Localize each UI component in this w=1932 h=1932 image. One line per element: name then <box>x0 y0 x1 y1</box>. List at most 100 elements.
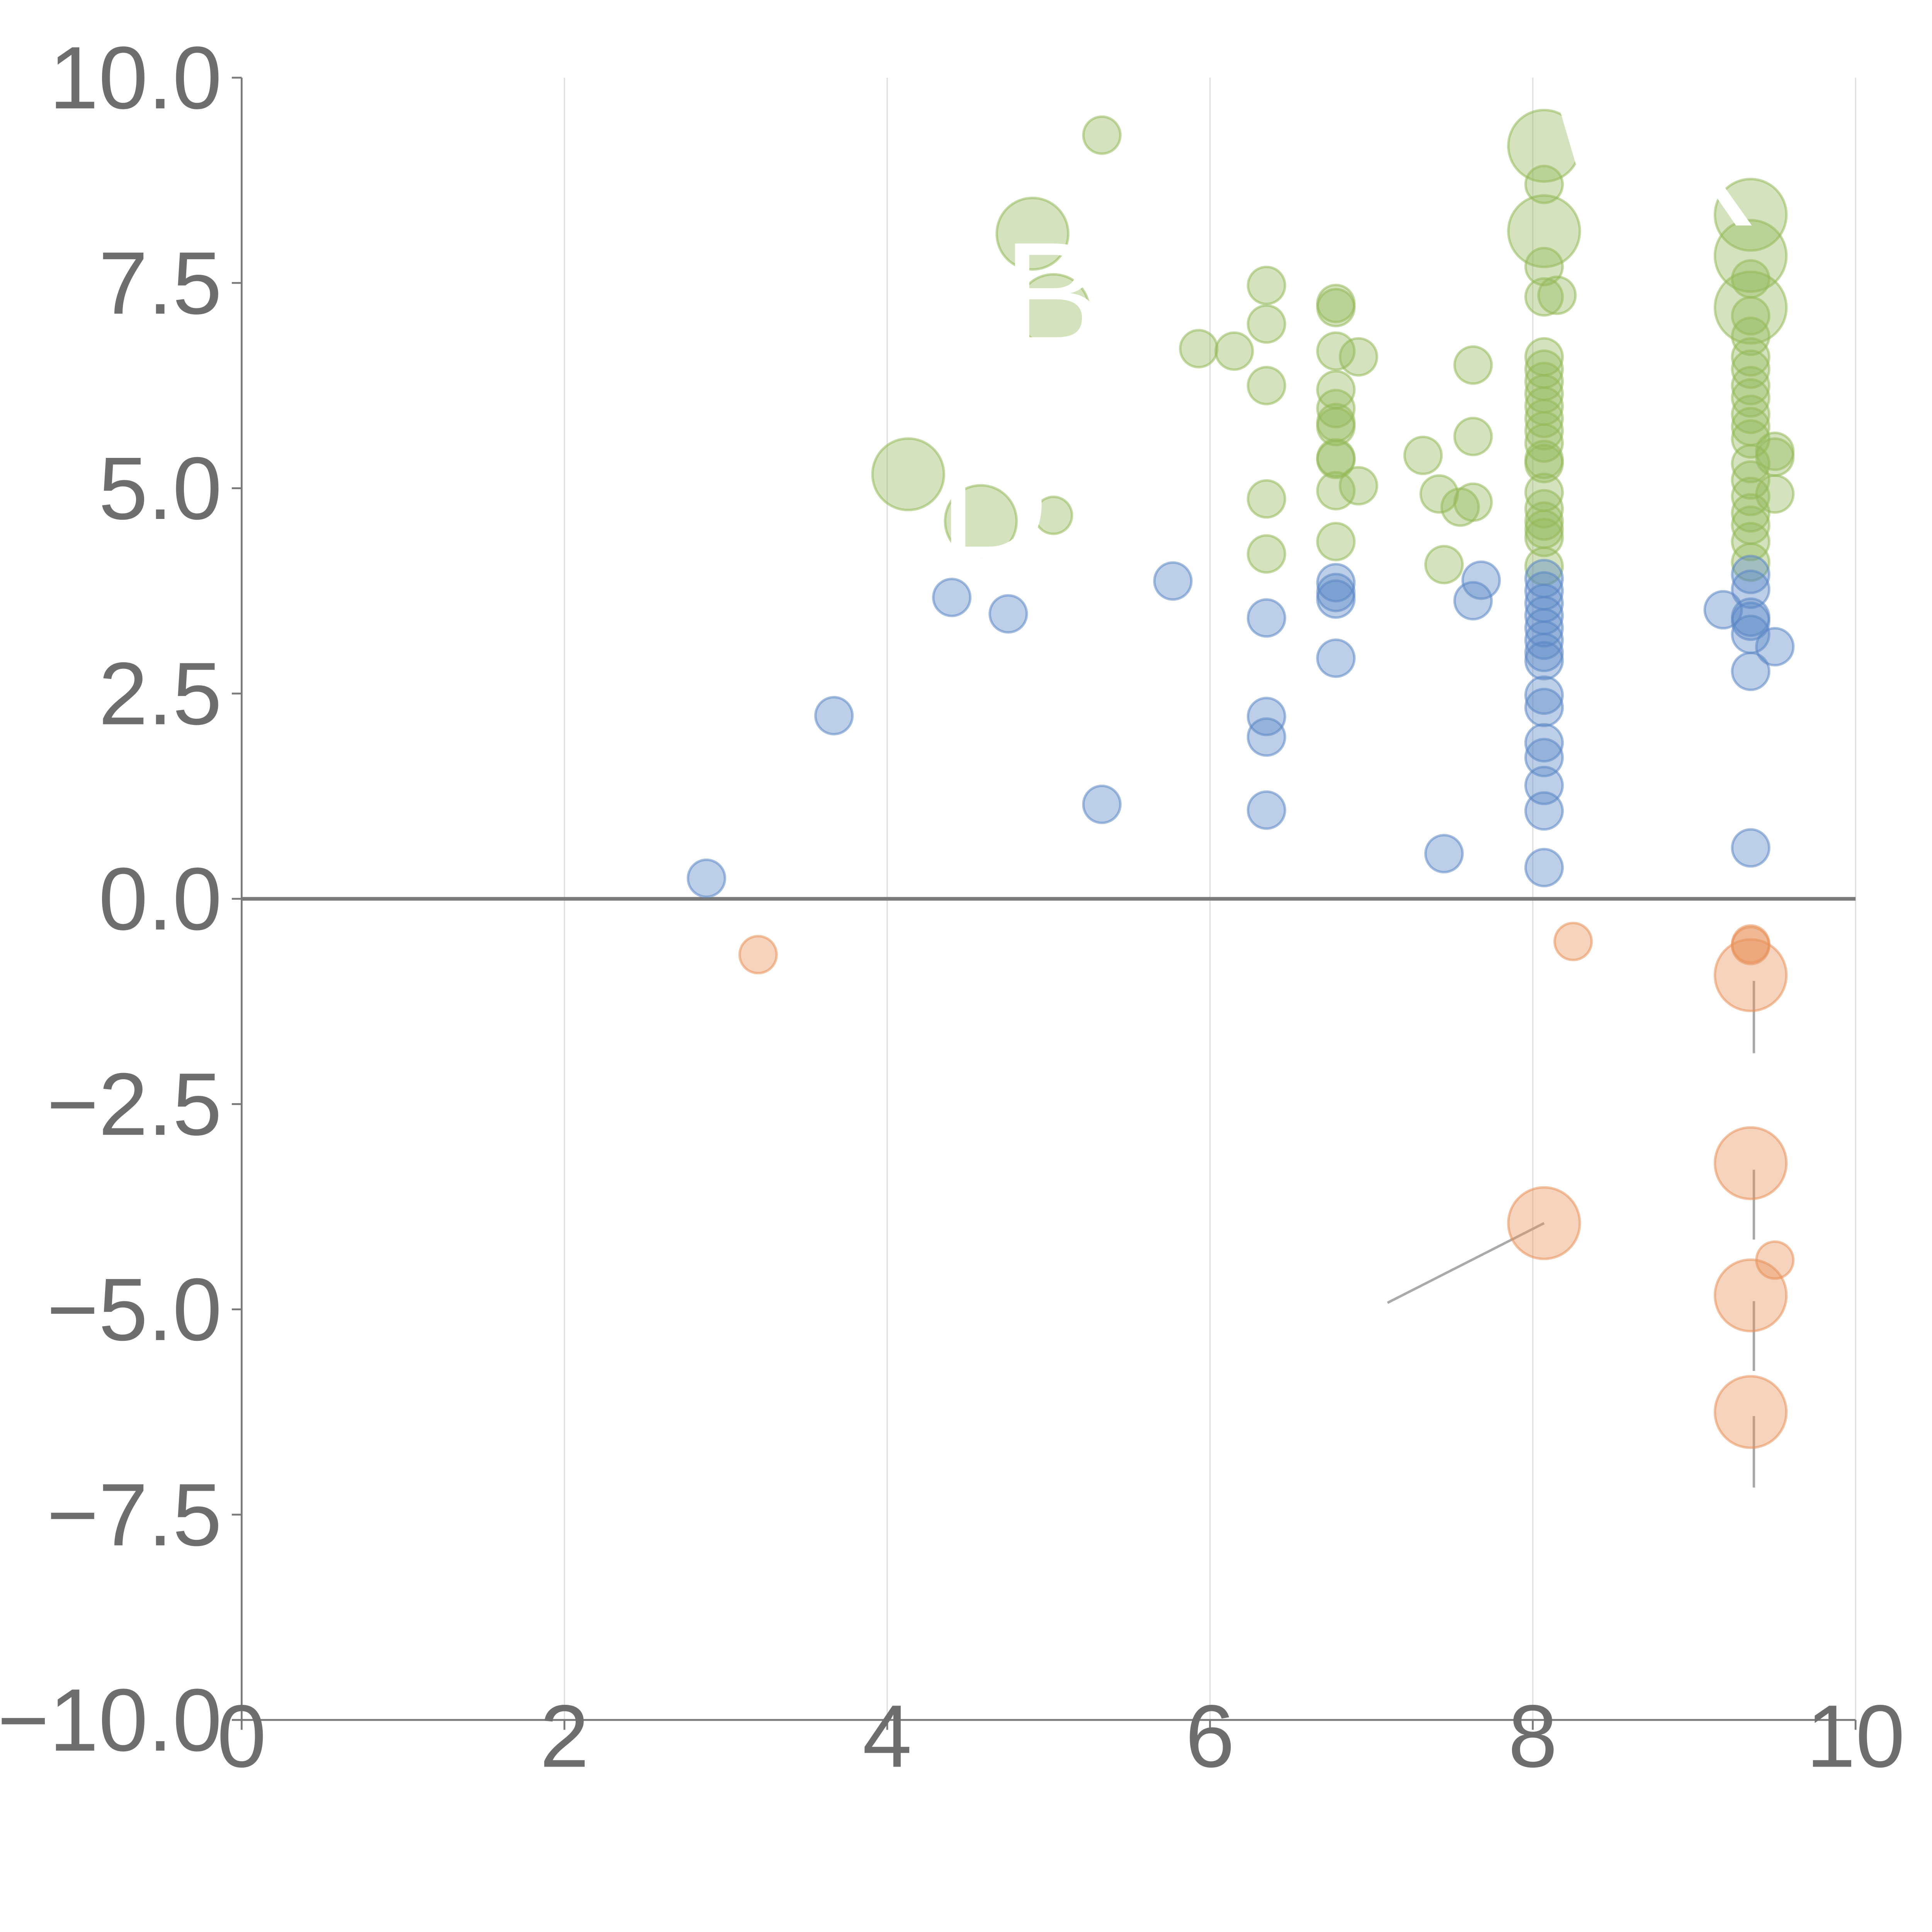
data-point-green <box>1338 466 1378 506</box>
data-point-green <box>995 197 1070 271</box>
data-point-green <box>1424 545 1464 585</box>
data-point-green <box>1713 270 1788 345</box>
data-point-green <box>1731 444 1770 483</box>
data-point-blue <box>1153 561 1193 601</box>
data-point-green <box>1507 194 1581 269</box>
data-point-green <box>1731 542 1770 582</box>
data-point-blue <box>1316 638 1356 678</box>
data-point-green <box>1316 331 1356 371</box>
data-point-blue <box>1731 828 1770 868</box>
y-tick-label: 7.5 <box>99 233 222 333</box>
data-point-green <box>1524 411 1564 451</box>
data-point-green <box>1524 247 1564 286</box>
data-point-blue <box>1755 627 1795 667</box>
data-point-green <box>1338 337 1378 377</box>
data-point-green <box>1524 165 1564 204</box>
data-point-blue <box>1453 581 1493 621</box>
data-point-green <box>1082 115 1122 155</box>
data-point-blue <box>1731 651 1770 691</box>
data-point-green <box>1731 337 1770 377</box>
data-point-blue <box>1731 601 1770 641</box>
data-point-green <box>1755 474 1795 514</box>
data-point-blue <box>1524 791 1564 831</box>
data-point-green <box>1316 522 1356 561</box>
data-point-blue <box>1524 633 1564 672</box>
data-point-green <box>1524 518 1564 558</box>
data-point-blue <box>1247 598 1286 638</box>
data-point-green <box>1524 501 1564 541</box>
data-point-green <box>1403 435 1443 475</box>
data-point-green <box>1524 489 1564 529</box>
data-point-orange <box>1713 1258 1788 1333</box>
data-point-blue <box>1524 641 1564 680</box>
x-tick-label: 10 <box>1806 1686 1905 1786</box>
data-point-blue <box>1731 569 1770 609</box>
data-point-green <box>1524 444 1564 483</box>
data-point-green <box>1247 479 1286 519</box>
data-point-green <box>871 437 946 512</box>
data-point-blue <box>1731 554 1770 594</box>
data-point-green <box>1034 495 1073 535</box>
y-tick-label: 0.0 <box>99 849 222 949</box>
x-tick-label: 2 <box>540 1686 589 1786</box>
leader-lines <box>1387 981 1755 1488</box>
data-point-blue <box>1247 717 1286 757</box>
data-point-blue <box>1524 687 1564 728</box>
data-point-blue <box>1082 784 1122 824</box>
data-point-green <box>1316 440 1356 480</box>
data-point-green <box>1537 276 1577 315</box>
data-point-blue <box>1316 579 1356 619</box>
data-point-blue <box>1524 738 1564 777</box>
data-point-green <box>1453 417 1493 456</box>
data-point-blue <box>1524 848 1564 888</box>
data-point-orange <box>1507 1186 1581 1260</box>
data-point-orange <box>1553 922 1593 961</box>
data-point-blue <box>1247 790 1286 830</box>
data-point-green <box>1731 378 1770 418</box>
data-point-green <box>1247 534 1286 574</box>
data-point-blue <box>1524 675 1564 715</box>
data-point-blue <box>988 594 1028 634</box>
y-tick-label: 5.0 <box>99 439 222 538</box>
data-point-blue <box>1247 697 1286 736</box>
data-point-green <box>1453 345 1493 385</box>
axes: 10.0 7.5 5.0 2.5 0.0 −2.5 −5.0 −7.5 −10.00 2 4 6 8 10 <box>0 28 1905 1786</box>
data-point-blue <box>1424 834 1464 874</box>
data-point-orange <box>738 935 778 975</box>
x-tick-label: 0 <box>217 1686 267 1786</box>
point-label: W <box>1544 26 1690 196</box>
data-point-blue <box>687 858 726 898</box>
y-tick-label: 2.5 <box>99 644 222 743</box>
x-tick-label: 4 <box>862 1686 912 1786</box>
point-label: D <box>939 420 1049 590</box>
data-point-green <box>1731 296 1770 336</box>
data-point-green <box>1524 423 1564 463</box>
y-tick-label: −10.0 <box>0 1670 222 1770</box>
data-point-green <box>1247 304 1286 344</box>
data-point-green <box>1755 437 1795 477</box>
data-point-green <box>1214 331 1254 371</box>
data-point-blue <box>1524 620 1564 660</box>
data-point-green <box>1731 316 1770 356</box>
data-point-green <box>1731 522 1770 561</box>
data-point-orange <box>1713 1375 1788 1449</box>
data-point-green <box>1247 366 1286 405</box>
x-tick-label: 6 <box>1185 1686 1235 1786</box>
data-points <box>687 109 1795 1449</box>
data-point-green <box>1247 265 1286 305</box>
data-point-orange <box>1713 1126 1788 1201</box>
data-point-green <box>1179 329 1219 369</box>
data-point-green <box>1316 407 1356 447</box>
data-point-blue <box>1316 563 1356 602</box>
point-label: XT <box>1653 87 1849 258</box>
data-point-green <box>1731 349 1770 389</box>
y-tick-label: −7.5 <box>47 1465 222 1564</box>
data-point-green <box>1316 287 1356 328</box>
point-label: B <box>1002 210 1104 381</box>
data-point-blue <box>1461 560 1501 600</box>
data-point-blue <box>1524 723 1564 763</box>
data-point-blue <box>932 578 972 617</box>
annotations: WXT BD <box>939 26 1849 590</box>
data-point-green <box>1507 109 1581 183</box>
